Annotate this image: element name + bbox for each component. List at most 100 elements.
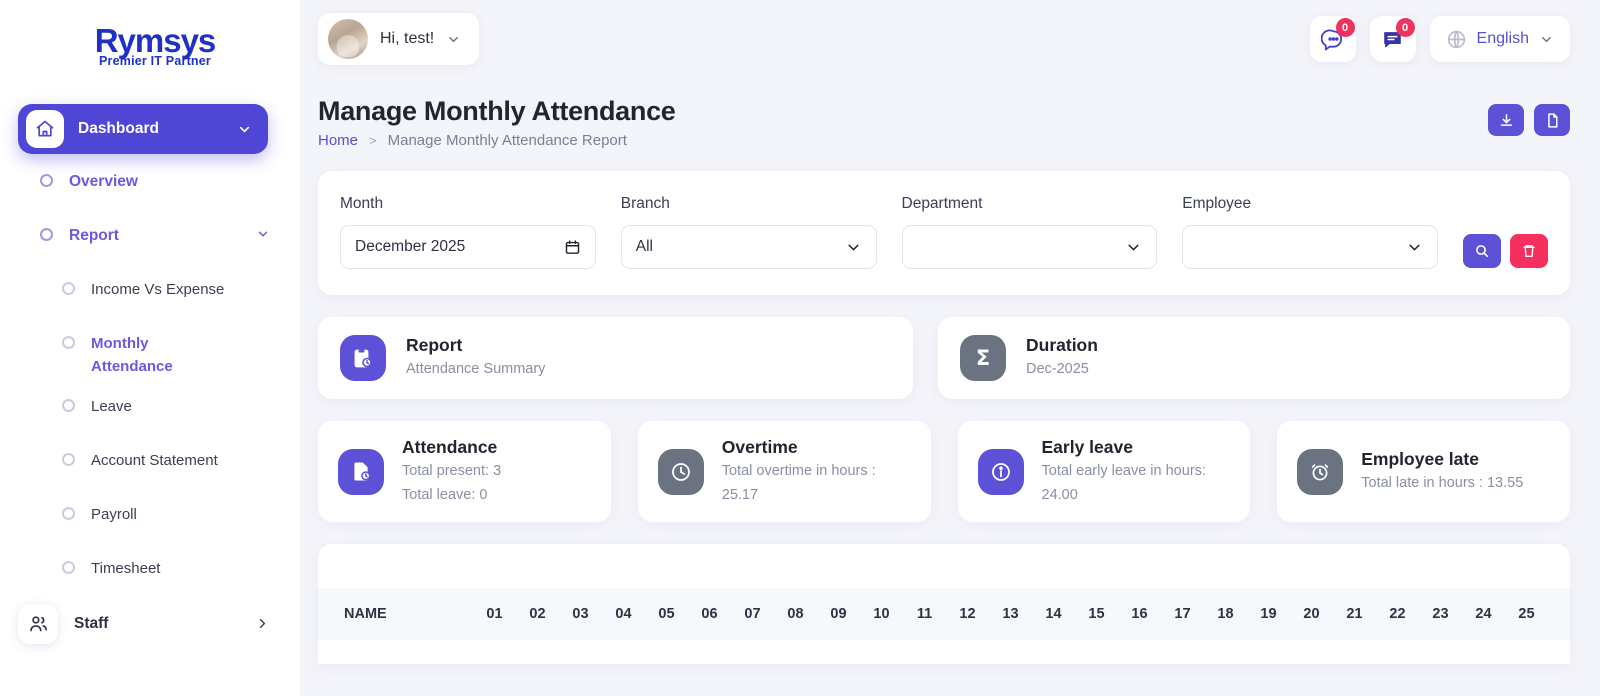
bullet-icon [62,398,75,412]
column-header-day[interactable]: 17 [1174,606,1191,623]
month-value: December 2025 [355,238,466,255]
employee-label: Employee [1182,195,1252,212]
month-input[interactable]: December 2025 [340,225,596,269]
report-card-subtitle: Attendance Summary [406,361,546,378]
employee-select[interactable] [1182,225,1438,269]
stat-line-2: 24.00 [1041,487,1078,504]
download-button[interactable] [1488,104,1524,136]
branch-select[interactable]: All [620,225,877,269]
sidebar-item-report[interactable]: Report [0,208,300,262]
column-header-day[interactable]: 24 [1475,606,1492,623]
column-header-day[interactable]: 19 [1260,606,1277,623]
month-label: Month [340,195,384,212]
column-header-day[interactable]: 23 [1432,606,1449,623]
breadcrumb-home[interactable]: Home [318,132,359,149]
sidebar-item-payroll[interactable]: Payroll [0,487,300,541]
table-header-row: NAME 01 02 03 04 05 06 07 08 09 10 11 12… [318,588,1570,641]
column-header-day[interactable]: 13 [1002,606,1019,623]
sidebar-item-income-vs-expense[interactable]: Income Vs Expense [0,262,300,316]
bullet-icon [62,336,75,349]
brand-logo[interactable]: Rymsys Premier IT Partner [0,0,300,92]
column-header-day[interactable]: 12 [959,606,976,623]
report-card[interactable]: Report Attendance Summary [318,317,913,399]
globe-icon [1446,29,1467,50]
page-title: Manage Monthly Attendance [318,96,676,126]
messages-button[interactable]: 0 [1309,16,1356,62]
column-header-day[interactable]: 11 [916,606,933,623]
column-header-day[interactable]: 15 [1088,606,1105,623]
bullet-icon [40,174,53,187]
column-header-day[interactable]: 10 [873,606,890,623]
column-header-day[interactable]: 04 [615,606,632,623]
column-header-day[interactable]: 20 [1303,606,1320,623]
stat-line-2: 25.17 [721,487,759,504]
department-label: Department [901,195,983,212]
user-menu[interactable]: Hi, test! [318,13,480,65]
home-icon [26,110,64,148]
language-selector[interactable]: English [1429,16,1570,62]
column-header-day[interactable]: 01 [486,606,503,623]
column-header-day[interactable]: 14 [1045,606,1062,623]
stat-card-attendance[interactable]: Attendance Total present: 3 Total leave:… [318,421,611,523]
sidebar-item-dashboard[interactable]: Dashboard [18,104,268,154]
search-icon [1474,243,1490,259]
calendar-icon[interactable] [564,239,581,256]
bullet-icon [62,452,75,466]
stat-card-employee-late[interactable]: Employee late Total late in hours : 13.5… [1277,421,1570,523]
sidebar-nav: Dashboard Overview Report Income Vs Expe… [0,92,300,653]
export-file-button[interactable] [1534,104,1570,136]
sidebar-item-monthly-attendance[interactable]: Monthly Attendance [0,316,300,379]
column-header-day[interactable]: 09 [830,606,847,623]
sidebar-item-timesheet[interactable]: Timesheet [0,541,300,595]
sidebar-item-label: Staff [74,614,109,632]
sidebar-item-label: Income Vs Expense [91,281,225,298]
bullet-icon [62,282,75,295]
chevron-down-icon [237,122,252,137]
stat-card-early-leave[interactable]: Early leave Total early leave in hours: … [957,421,1251,523]
sigma-icon: Σ [960,335,1006,381]
sidebar-item-label: Timesheet [91,559,161,577]
column-header-day[interactable]: 21 [1346,606,1363,623]
avatar [328,19,368,59]
chevron-down-icon [845,239,862,256]
column-header-day[interactable]: 25 [1518,606,1535,623]
column-header-day[interactable]: 05 [658,606,675,623]
sidebar-item-label: Payroll [91,505,137,523]
sidebar-item-overview[interactable]: Overview [0,154,300,208]
department-select[interactable] [901,225,1158,269]
stat-line-1: Total present: 3 [402,463,502,479]
chevron-down-icon [1539,32,1554,47]
sidebar-item-label: Monthly Attendance [91,335,173,376]
sigma-glyph: Σ [975,346,991,370]
alarm-clock-icon [1297,448,1344,495]
column-header-day[interactable]: 03 [572,606,589,623]
column-header-day[interactable]: 16 [1131,606,1148,623]
reset-button[interactable] [1510,234,1548,268]
column-header-day[interactable]: 22 [1389,606,1406,623]
duration-card-subtitle: Dec-2025 [1026,361,1089,378]
page-header: Manage Monthly Attendance Home > Manage … [300,78,1600,149]
sidebar-item-label: Dashboard [78,120,159,137]
column-header-name[interactable]: NAME [344,606,387,623]
breadcrumb: Home > Manage Monthly Attendance Report [318,132,676,149]
column-header-day[interactable]: 02 [529,606,546,623]
stat-card-overtime[interactable]: Overtime Total overtime in hours : 25.17 [637,421,931,523]
column-header-day[interactable]: 07 [744,606,761,623]
stat-line-2: Total leave: 0 [402,487,488,504]
column-header-day[interactable]: 08 [787,606,804,623]
search-button[interactable] [1463,234,1501,268]
employee-field: Employee [1182,195,1438,269]
filters-panel: Month December 2025 Branch All [318,171,1570,295]
status-badge: 0 [1395,18,1415,37]
stat-title: Attendance [402,437,498,457]
column-header-day[interactable]: 06 [701,606,718,623]
sidebar-item-leave[interactable]: Leave [0,379,300,433]
sidebar-item-staff[interactable]: Staff [0,595,300,653]
duration-card[interactable]: Σ Duration Dec-2025 [938,317,1570,399]
topbar: Hi, test! 0 [300,0,1600,78]
notifications-button[interactable]: 0 [1369,16,1416,62]
column-header-day[interactable]: 18 [1217,606,1234,623]
sidebar-item-account-statement[interactable]: Account Statement [0,433,300,487]
language-label: English [1476,30,1529,47]
